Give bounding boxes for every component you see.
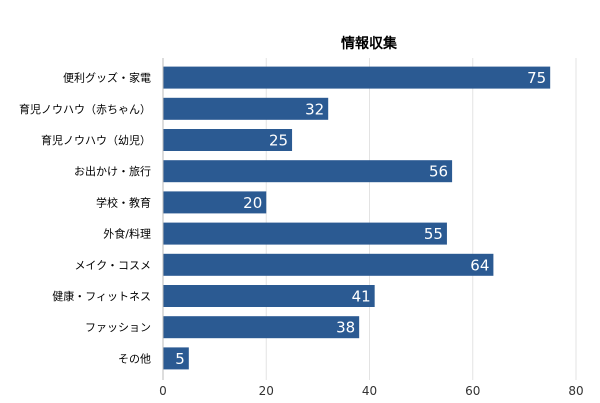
bar bbox=[163, 97, 329, 120]
x-tick-label: 60 bbox=[465, 384, 480, 398]
bar bbox=[163, 347, 189, 370]
category-label: 学校・教育 bbox=[96, 195, 151, 209]
category-label: お出かけ・旅行 bbox=[74, 164, 151, 178]
bar-value-label: 55 bbox=[424, 225, 443, 243]
category-label: ファッション bbox=[85, 321, 151, 334]
bar bbox=[163, 285, 375, 307]
bar bbox=[163, 66, 551, 89]
bar bbox=[163, 222, 447, 245]
bar-value-label: 38 bbox=[336, 319, 355, 337]
bar-value-label: 32 bbox=[305, 100, 324, 118]
x-tick-label: 80 bbox=[568, 384, 583, 398]
bar-value-label: 5 bbox=[175, 350, 185, 368]
x-tick-label: 40 bbox=[362, 384, 377, 398]
bar-value-label: 20 bbox=[243, 194, 262, 212]
x-tick-label: 20 bbox=[259, 384, 274, 398]
bar bbox=[163, 160, 453, 183]
bar-value-label: 56 bbox=[429, 163, 448, 181]
bar-value-label: 25 bbox=[269, 132, 288, 150]
x-tick-label: 0 bbox=[159, 384, 167, 398]
category-label: 育児ノウハウ（赤ちゃん） bbox=[19, 102, 151, 116]
category-label: 外食/料理 bbox=[103, 227, 151, 241]
chart-title: 情報収集 bbox=[341, 35, 398, 52]
category-label: 健康・フィットネス bbox=[52, 289, 151, 303]
bars: 75 32 25 56 20 55 64 41 38 5 bbox=[163, 66, 551, 370]
bar bbox=[163, 129, 293, 151]
bar-value-label: 41 bbox=[352, 288, 371, 306]
category-label: 便利グッズ・家電 bbox=[63, 71, 151, 85]
category-label: メイク・コスメ bbox=[74, 259, 151, 272]
bar bbox=[163, 253, 494, 276]
category-label: その他 bbox=[118, 352, 151, 365]
category-label: 育児ノウハウ（幼児） bbox=[41, 133, 151, 147]
bar bbox=[163, 191, 267, 214]
bar-value-label: 64 bbox=[470, 256, 489, 274]
bar bbox=[163, 316, 360, 339]
bar-value-label: 75 bbox=[527, 69, 546, 87]
x-axis-ticks: 0 20 40 60 80 bbox=[159, 384, 583, 398]
